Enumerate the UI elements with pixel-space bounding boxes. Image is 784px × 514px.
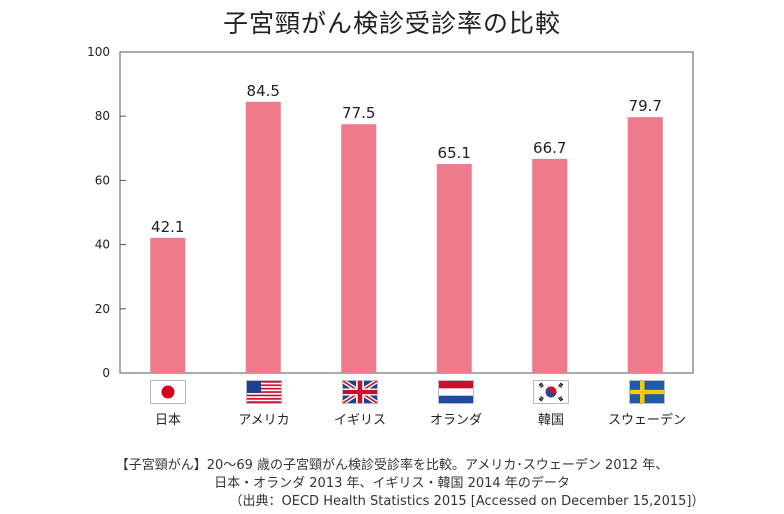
- bar-chart: 0 20 40 60 80 100 42.1 84.5 77.5 65.1 66.7 79.7: [87, 45, 694, 380]
- country-label-sweden: スウェーデン: [607, 413, 686, 428]
- usa-flag-icon: [246, 380, 282, 404]
- country-label-netherlands: オランダ: [429, 413, 482, 428]
- bars: 42.1 84.5 77.5 65.1 66.7 79.7: [150, 82, 663, 374]
- bar: [627, 117, 663, 374]
- bar: [436, 164, 472, 373]
- japan-flag-icon: [150, 380, 186, 404]
- bar-value-label: 65.1: [438, 144, 471, 162]
- bar-value-label: 42.1: [151, 218, 184, 236]
- netherlands-flag-icon: [438, 380, 474, 404]
- bar-value-label: 84.5: [247, 82, 280, 100]
- y-tick-label: 100: [87, 45, 110, 59]
- country-label-japan: 日本: [154, 413, 181, 428]
- bar-value-label: 66.7: [533, 139, 566, 157]
- chart-title: 子宮頸がん検診受診率の比較: [222, 9, 561, 38]
- country-label-uk: イギリス: [333, 413, 386, 428]
- bar: [341, 124, 377, 373]
- bar-value-label: 77.5: [342, 104, 375, 122]
- bar-value-label: 79.7: [629, 97, 662, 115]
- y-tick-label: 0: [102, 366, 110, 380]
- chart-footnote: 【子宮頸がん】20～69 歳の子宮頸がん検診受診率を比較。アメリカ･スウェーデン…: [0, 457, 784, 511]
- plot-area-frame: [119, 51, 694, 374]
- footnote-line-2: 日本・オランダ 2013 年、イギリス・韓国 2014 年のデータ: [214, 476, 570, 491]
- country-label-south-korea: 韓国: [537, 413, 564, 428]
- bar: [532, 158, 568, 373]
- y-tick-label: 40: [95, 238, 110, 252]
- y-tick-label: 60: [95, 173, 110, 187]
- bar: [150, 237, 186, 373]
- footnote-line-3: （出典：OECD Health Statistics 2015 [Accesse…: [229, 494, 705, 509]
- uk-flag-icon: [342, 380, 378, 404]
- south-korea-flag-icon: [533, 380, 569, 404]
- sweden-flag-icon: [629, 380, 665, 404]
- y-tick-label: 80: [95, 109, 110, 123]
- footnote-line-1: 【子宮頸がん】20～69 歳の子宮頸がん検診受診率を比較。アメリカ･スウェーデン…: [115, 458, 669, 473]
- y-axis: 0 20 40 60 80 100: [87, 45, 126, 380]
- country-label-usa: アメリカ: [238, 413, 290, 428]
- bar: [245, 101, 281, 373]
- y-tick-label: 20: [95, 302, 110, 316]
